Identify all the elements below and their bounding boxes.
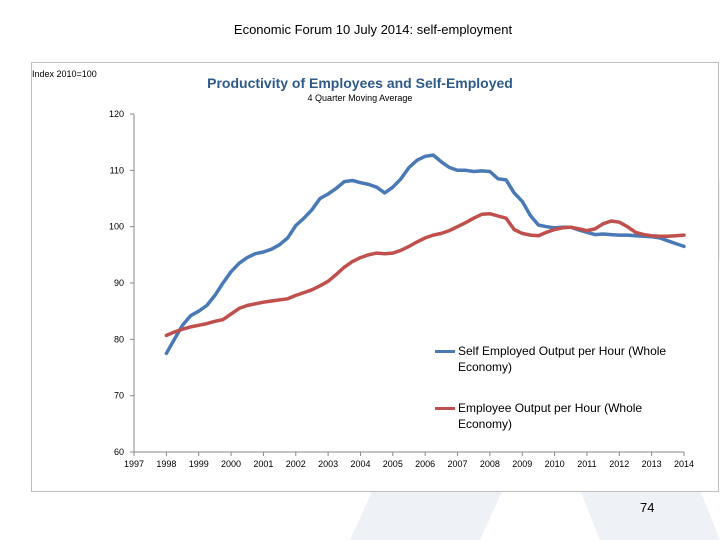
x-tick-label-1999: 1999 — [189, 459, 209, 469]
y-tick-label-80: 80 — [114, 334, 124, 344]
chart-subtitle: 4 Quarter Moving Average — [307, 93, 413, 103]
legend-label-2: Employee Output per Hour (Whole Economy) — [458, 401, 643, 431]
legend-swatch-1 — [435, 350, 455, 353]
legend-label-1: Self Employed Output per Hour (Whole Eco… — [458, 344, 667, 374]
x-tick-label-2009: 2009 — [512, 459, 532, 469]
chart-title: Productivity of Employees and Self-Emplo… — [207, 75, 513, 91]
x-tick-label-2011: 2011 — [577, 459, 596, 469]
x-tick-label-1997: 1997 — [124, 459, 144, 469]
x-tick-label-2005: 2005 — [383, 459, 403, 469]
y-axis-label: Index 2010=100 — [32, 69, 97, 79]
x-tick-label-1998: 1998 — [156, 459, 176, 469]
x-tick-label-2003: 2003 — [318, 459, 338, 469]
y-tick-label-70: 70 — [114, 391, 124, 401]
x-tick-label-2006: 2006 — [415, 459, 435, 469]
y-tick-label-100: 100 — [109, 222, 124, 232]
x-tick-label-2002: 2002 — [286, 459, 306, 469]
x-tick-label-2004: 2004 — [350, 459, 370, 469]
y-tick-label-120: 120 — [109, 109, 124, 119]
legend-swatch-2 — [435, 407, 455, 410]
y-tick-label-90: 90 — [114, 278, 124, 288]
x-tick-label-2008: 2008 — [480, 459, 500, 469]
x-tick-label-2007: 2007 — [448, 459, 468, 469]
x-tick-label-2012: 2012 — [609, 459, 629, 469]
x-tick-label-2013: 2013 — [642, 459, 662, 469]
series-line-1 — [164, 153, 686, 356]
x-tick-label-2001: 2001 — [253, 459, 273, 469]
page-number: 74 — [640, 500, 655, 515]
y-tick-label-110: 110 — [110, 165, 124, 175]
chart-frame — [31, 62, 719, 492]
series-line-2 — [164, 211, 686, 338]
x-tick-label-2014: 2014 — [674, 459, 694, 469]
x-tick-label-2010: 2010 — [545, 459, 565, 469]
y-tick-label-60: 60 — [114, 447, 124, 457]
x-tick-label-2000: 2000 — [221, 459, 241, 469]
slide-title: Economic Forum 10 July 2014: self-employ… — [233, 22, 513, 37]
